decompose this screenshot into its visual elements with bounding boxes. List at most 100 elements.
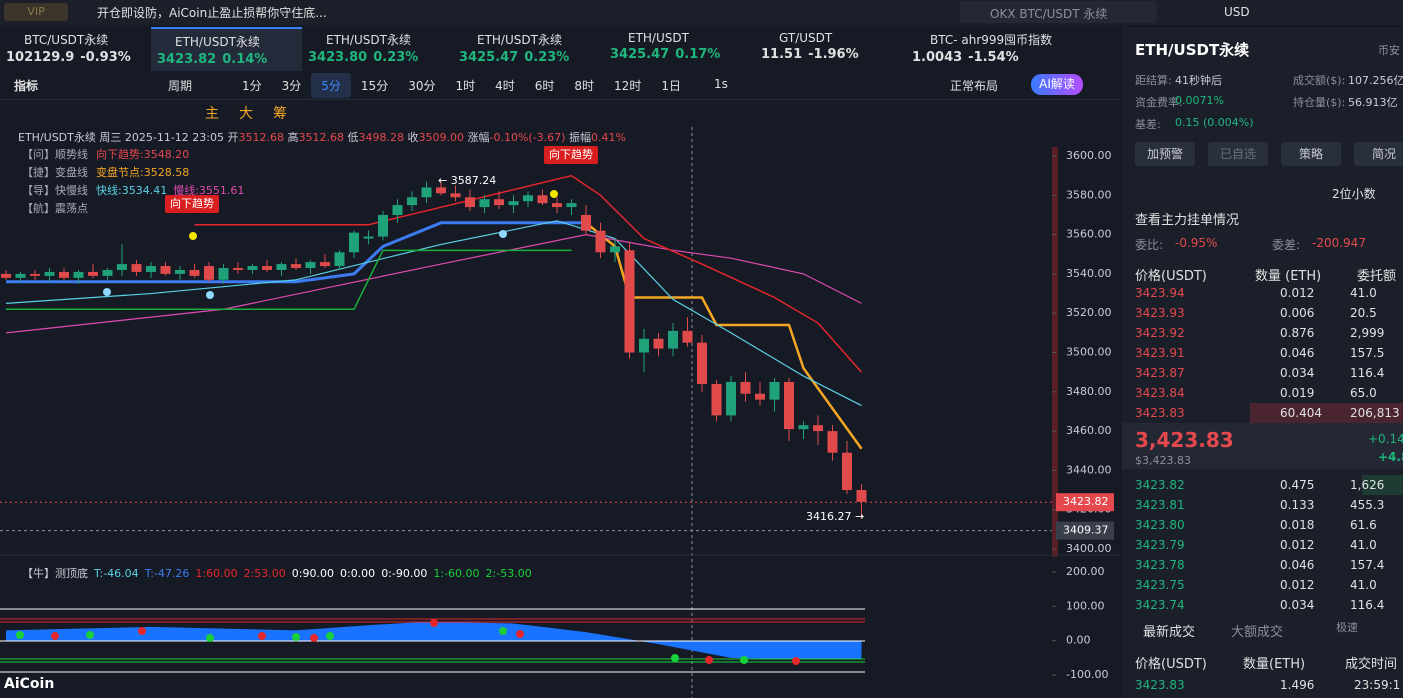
y-tick-label: 3560.00 (1066, 228, 1112, 241)
interval-btn[interactable]: 6时 (534, 79, 555, 93)
ask-cell: 3423.92 (1135, 326, 1185, 340)
legend-row: 【问】顺势线 向下趋势:3548.20 (22, 146, 250, 164)
layout-btn[interactable]: 正常布局 (950, 79, 999, 93)
candle-body (639, 338, 649, 353)
oscillator-param: 0:0.00 (339, 567, 376, 580)
tab[interactable]: ETH/USDT 3425.47 0.17% (604, 27, 755, 71)
candle-body (131, 264, 142, 272)
tab-quote: 3425.47 0.23% (459, 50, 604, 65)
trade-header: 成交时间 (1345, 657, 1398, 672)
interval-btn[interactable]: 5分 (311, 73, 351, 98)
tab-change: -1.54% (968, 50, 1019, 65)
bid-cell: 157.4 (1350, 558, 1385, 572)
tab-quote: 3423.80 0.23% (308, 50, 453, 65)
interval-btn[interactable]: 4时 (495, 79, 515, 93)
fast-toggle[interactable]: 极速 (1336, 621, 1358, 634)
trend-tag: 向下趋势 (549, 147, 593, 161)
bid-cell: 116.4 (1350, 598, 1385, 612)
indicator-btn[interactable]: 指标 (14, 79, 39, 93)
tool-btn[interactable]: 筹 (273, 106, 287, 122)
bid-cell: 41.0 (1350, 578, 1377, 592)
ask-cell: 0.006 (1280, 306, 1315, 320)
bid-cell: 3423.82 (1135, 478, 1185, 492)
tab-name: ETH/USDT永续 (477, 33, 562, 47)
candle-body (117, 264, 127, 270)
tab[interactable]: BTC/USDT永续 102129.9 -0.93% (0, 27, 151, 71)
legend-item: 慢线:3551.61 (173, 184, 245, 197)
tab-bar: BTC/USDT永续 102129.9 -0.93% ETH/USDT永续 3423.8… (0, 27, 1120, 71)
seconds-btn[interactable]: 1s (714, 77, 728, 91)
bid-cell: 3423.75 (1135, 578, 1185, 592)
tab[interactable]: ETH/USDT永续 3423.80 0.23% (302, 27, 453, 71)
right-panel (1122, 27, 1403, 698)
interval-btn[interactable]: 8时 (574, 79, 595, 93)
tab-price: 102129.9 (6, 50, 75, 65)
notice[interactable]: 开仓即设防，AiCoin止盈止损帮你守住底... (97, 6, 327, 20)
candle-body (291, 264, 301, 269)
osc-dot (86, 631, 94, 639)
tab[interactable]: ETH/USDT永续 3423.82 0.14% (151, 27, 302, 71)
currency[interactable]: USD (1224, 5, 1250, 19)
y-tick-label: 3460.00 (1066, 424, 1112, 437)
trade-tab[interactable]: 大额成交 (1231, 625, 1284, 640)
signal-dot (499, 230, 507, 238)
stat-label: 资金费率: (1135, 96, 1183, 109)
panel-button[interactable]: 简况 (1354, 142, 1403, 166)
tool-btn[interactable]: 主 (205, 106, 219, 122)
ask-cell: 0.876 (1280, 326, 1315, 340)
ratio: -0.95% (1175, 236, 1218, 250)
value: 3512.68 (238, 131, 285, 144)
tab[interactable]: ETH/USDT永续 3425.47 0.23% (453, 27, 604, 71)
top-bar (0, 0, 1403, 25)
interval-btn[interactable]: 1时 (455, 79, 476, 93)
tool-btn[interactable]: 大 (239, 106, 253, 122)
oscillator-param: 2:53.00 (243, 567, 286, 580)
interval-btn[interactable]: 1日 (661, 79, 681, 93)
y-tick-label: 3580.00 (1066, 188, 1112, 201)
oscillator-header: 【牛】测顶底 T:-46.04 T:-47.26 1:60.00 2:53.00 0:90… (22, 565, 538, 581)
period-btn[interactable]: 周期 (168, 79, 193, 93)
interval-btn[interactable]: 1分 (242, 79, 262, 93)
legend-label: 【问】顺势线 (22, 148, 88, 161)
depth-bar (1250, 403, 1403, 423)
tab[interactable]: GT/USDT 11.51 -1.96% (755, 27, 906, 71)
legend-item: 快线:3534.41 (96, 184, 168, 197)
interval-btn[interactable]: 12时 (614, 79, 642, 93)
candle-body (276, 264, 287, 270)
decimals[interactable]: 2位小数 (1332, 187, 1376, 201)
ask-cell: 157.5 (1350, 346, 1385, 360)
label: 收 (407, 131, 419, 144)
candle-body (233, 268, 243, 270)
bid-cell: 3423.78 (1135, 558, 1185, 572)
interval-btn[interactable]: 3分 (281, 79, 302, 93)
bid-cell: 0.475 (1280, 478, 1315, 492)
legend-label: 【航】震荡点 (22, 202, 88, 215)
panel-button[interactable]: 已自选 (1208, 142, 1268, 166)
interval-btn[interactable]: 15分 (360, 79, 389, 93)
trade-tab[interactable]: 最新成交 (1143, 625, 1196, 640)
vip-badge[interactable]: VIP (4, 3, 68, 21)
candle-body (581, 214, 591, 231)
tab-price: 3423.82 (157, 52, 217, 67)
interval-btn[interactable]: 30分 (408, 79, 436, 93)
value: 3509.00 (418, 131, 465, 144)
panel-button[interactable]: 策略 (1281, 142, 1341, 166)
tab[interactable]: BTC- ahr999囤币指数 1.0043 -1.54% (906, 27, 1057, 71)
oscillator-param: T:-46.04 (94, 567, 139, 580)
search-box[interactable] (960, 1, 1157, 23)
tab-quote: 11.51 -1.96% (761, 47, 906, 62)
osc-dot (740, 656, 748, 664)
ask-cell: 0.019 (1280, 386, 1315, 400)
osc-dot (258, 632, 266, 640)
panel-button[interactable]: 加预警 (1135, 142, 1195, 166)
osc-dot (705, 656, 713, 664)
ai-btn[interactable]: AI解读 (1031, 74, 1083, 95)
stat-value: 0.15 (0.004%) (1175, 116, 1254, 129)
main-orders[interactable]: 查看主力挂单情况 (1135, 213, 1240, 228)
y-tick-label: 3520.00 (1066, 306, 1112, 319)
ask-cell: 3423.91 (1135, 346, 1185, 360)
cross-tag: 3409.37 (1063, 524, 1109, 537)
ask-cell: 60.404 (1280, 406, 1322, 420)
bid-cell: 0.034 (1280, 598, 1315, 612)
ask-cell: 3423.84 (1135, 386, 1185, 400)
